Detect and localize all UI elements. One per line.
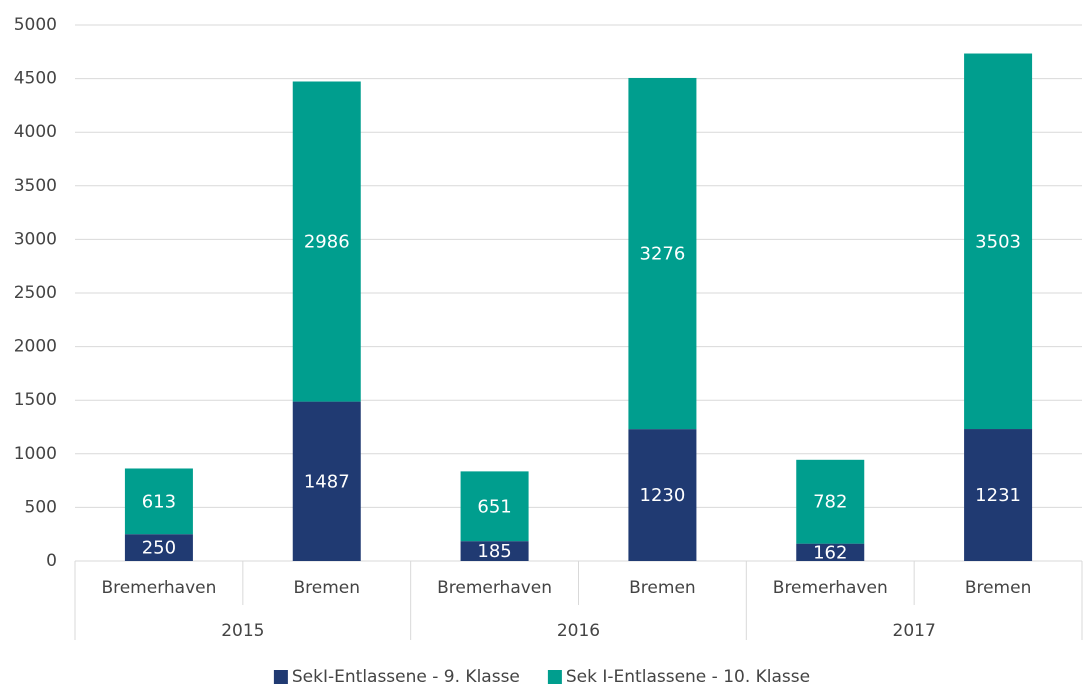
bar-segment <box>628 77 697 430</box>
data-label: 613 <box>142 491 176 512</box>
legend-swatch <box>547 670 562 684</box>
x-tick-label: Bremen <box>629 578 696 598</box>
bar-segment <box>124 534 193 561</box>
data-label: 3503 <box>975 231 1021 252</box>
bar-segment <box>460 541 529 561</box>
y-tick-label: 2500 <box>14 283 57 303</box>
data-label: 1487 <box>304 471 350 492</box>
bar-segment <box>796 459 865 544</box>
legend-swatch <box>273 670 288 684</box>
legend-label: SekI-Entlassene - 9. Klasse <box>292 667 520 684</box>
bar-segment <box>292 401 361 561</box>
bar-segment <box>292 81 361 402</box>
x-tick-label: Bremen <box>293 578 360 598</box>
data-label: 185 <box>477 541 511 562</box>
data-label: 651 <box>477 496 511 517</box>
y-tick-label: 1000 <box>14 444 57 464</box>
y-tick-label: 5000 <box>14 15 57 35</box>
legend: SekI-Entlassene - 9. Klasse Sek I-Entlass… <box>273 667 810 684</box>
data-label: 2986 <box>304 232 350 253</box>
x-tick-label: Bremerhaven <box>773 578 888 598</box>
group-label: 2015 <box>221 621 264 641</box>
bar-segment <box>460 471 529 542</box>
data-label: 782 <box>813 492 847 513</box>
group-label: 2016 <box>557 621 600 641</box>
group-label: 2017 <box>893 621 936 641</box>
bar-segment <box>124 468 193 535</box>
bar-segment <box>964 429 1033 561</box>
data-label: 162 <box>813 542 847 563</box>
y-tick-label: 3000 <box>14 229 57 249</box>
data-label: 1230 <box>640 485 686 506</box>
legend-label: Sek I-Entlassene - 10. Klasse <box>566 667 810 684</box>
y-tick-label: 3500 <box>14 176 57 196</box>
bar-segment <box>964 53 1033 430</box>
bar-segment <box>628 429 697 561</box>
y-tick-label: 500 <box>25 497 57 517</box>
data-label: 250 <box>142 538 176 559</box>
x-tick-label: Bremen <box>965 578 1032 598</box>
bar-segment <box>796 543 865 561</box>
y-tick-label: 4500 <box>14 69 57 89</box>
data-label: 1231 <box>975 485 1021 506</box>
y-tick-label: 1500 <box>14 390 57 410</box>
y-tick-label: 4000 <box>14 122 57 142</box>
data-label: 3276 <box>640 244 686 265</box>
x-tick-label: Bremerhaven <box>101 578 216 598</box>
y-tick-label: 2000 <box>14 337 57 357</box>
x-tick-label: Bremerhaven <box>437 578 552 598</box>
y-tick-label: 0 <box>46 551 57 571</box>
